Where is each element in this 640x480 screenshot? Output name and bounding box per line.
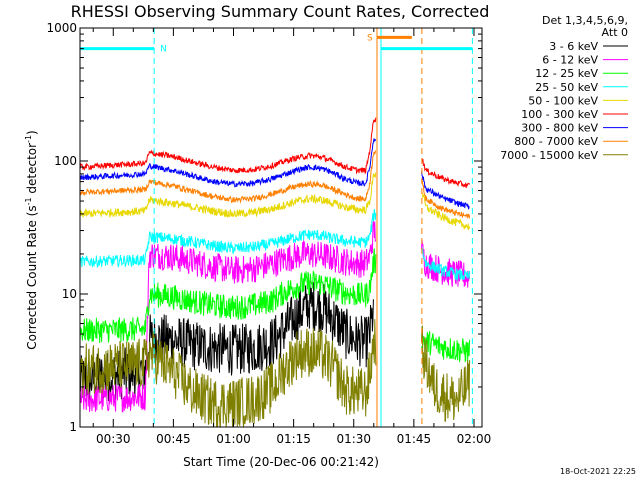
annotation-label-s: S [367,33,373,43]
series-line-100-300-kev [80,117,377,175]
x-axis-label: Start Time (20-Dec-06 00:21:42) [183,455,379,469]
series-line-7000-15000-kev-part1 [421,325,471,422]
annotation-label-n: N [160,45,167,55]
series-line-7000-15000-kev [80,319,377,427]
series-line-100-300-kev-part1 [421,158,471,188]
x-tick-label-0100: 01:00 [216,432,251,446]
legend-label-6: 100 - 300 keV [521,108,598,121]
legend-label-8: 800 - 7000 keV [514,135,598,148]
series-line-12-25-kev-part1 [421,331,471,363]
plot-frame [79,27,483,428]
legend-label-4: 25 - 50 keV [535,81,598,94]
y-tick-label-100: 100 [54,154,77,168]
x-tick-label-0045: 00:45 [156,432,191,446]
chart-title: RHESSI Observing Summary Count Rates, Co… [71,2,490,21]
footer-timestamp: 18-Oct-2021 22:25 [560,467,636,476]
series-line-12-25-kev [80,248,377,344]
legend-header-attenuator: Att 0 [602,26,628,39]
x-tick-label-0130: 01:30 [336,432,371,446]
series-line-25-50-kev-part1 [421,247,471,282]
legend-label-7: 300 - 800 keV [521,122,598,135]
series-line-300-800-kev-part1 [421,171,470,210]
legend-label-2: 6 - 12 keV [542,54,598,67]
x-tick-label-0115: 01:15 [276,432,311,446]
x-tick-label-0145: 01:45 [397,432,432,446]
legend-label-9: 7000 - 15000 keV [500,149,598,162]
legend-label-1: 3 - 6 keV [549,40,598,53]
y-tick-label-10: 10 [62,287,77,301]
series-line-800-7000-kev-part1 [421,179,471,220]
series-line-3-6-kev [80,280,374,402]
x-tick-label-0030: 00:30 [96,432,131,446]
legend-label-5: 50 - 100 keV [528,94,598,107]
x-tick-label-0200: 02:00 [457,432,492,446]
legend-header-detectors: Det 1,3,4,5,6,9, [542,14,628,27]
y-tick-label-1000: 1000 [46,21,77,35]
series-line-300-800-kev [80,138,377,188]
legend-label-3: 12 - 25 keV [535,67,598,80]
series-line-50-100-kev-part1 [421,192,471,230]
series-line-6-12-kev-part1 [421,239,471,288]
series-line-50-100-kev [80,172,377,218]
series-line-800-7000-kev [80,149,377,204]
series-line-25-50-kev [80,209,377,268]
series-line-6-12-kev [80,221,377,413]
y-axis-label: Corrected Count Rate (s-1 detector-1) [24,130,39,349]
y-tick-label-1: 1 [69,420,77,434]
